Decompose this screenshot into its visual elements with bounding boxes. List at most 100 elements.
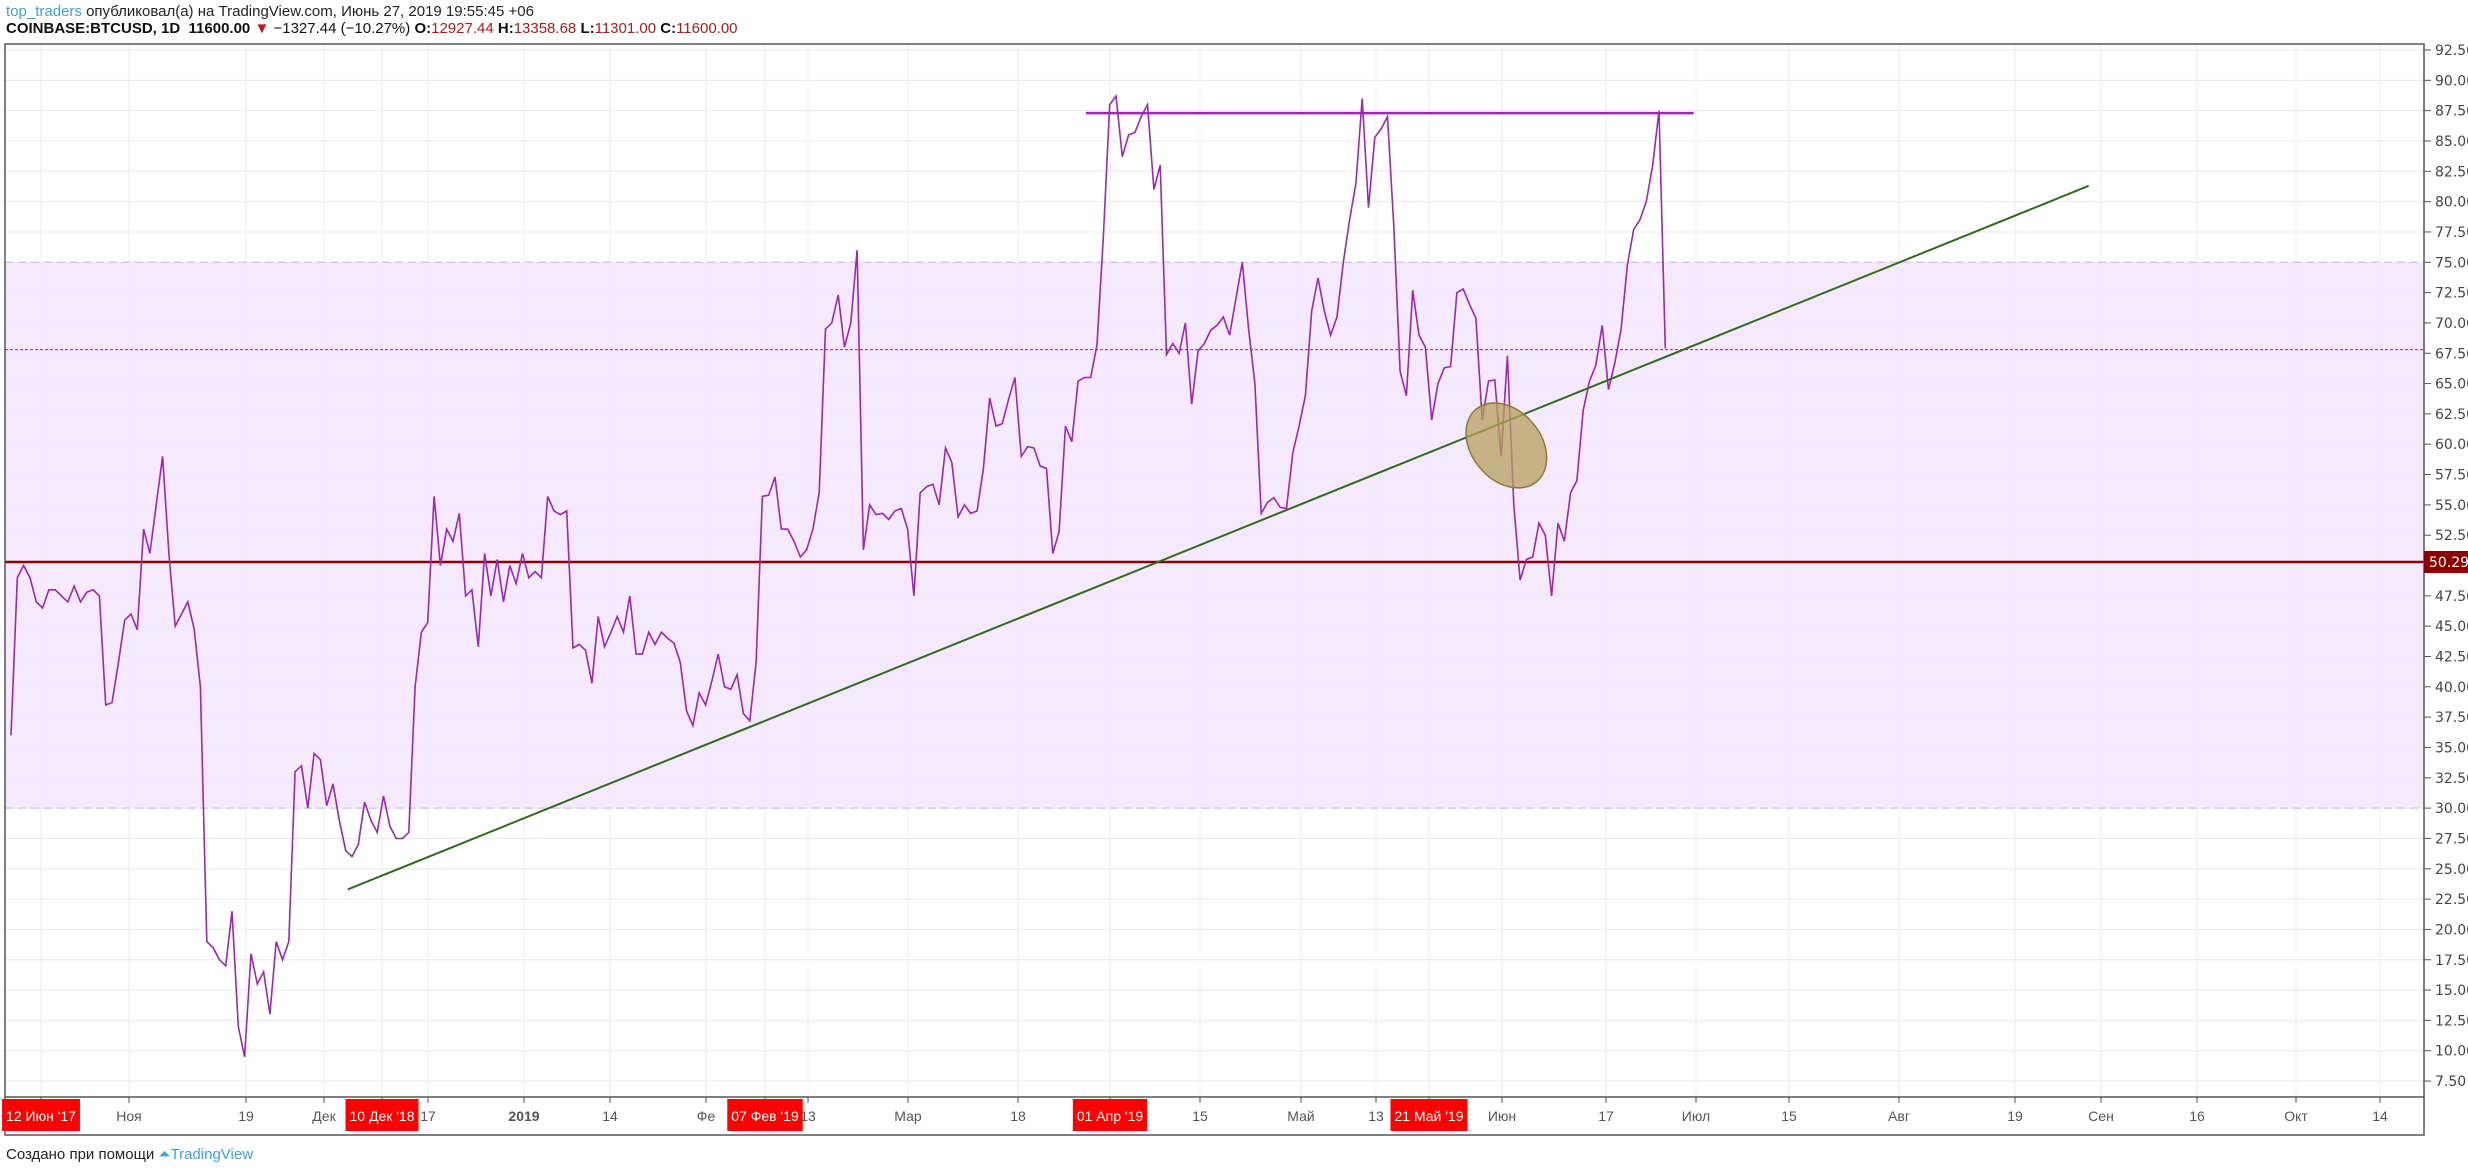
support-price-label: 50.29 [2429,555,2468,571]
x-tick-label: 16 [2189,1108,2205,1124]
x-tick-label: 15 [1192,1108,1208,1124]
x-tick-label: Окт [2284,1108,2308,1124]
price-axis[interactable]: 92.50 90.00 87.50 85.00 82.50 80.00 77.50 75.00… [2424,43,2468,1090]
y-tick-label: 82.50 [2435,164,2468,180]
symbol: COINBASE:BTCUSD, 1D [6,20,181,37]
x-tick-label: 12 Июн '17 [6,1108,76,1124]
x-highlight-badge [345,1099,419,1131]
x-tick-label: 13 [1368,1108,1384,1124]
y-tick-label: 52.50 [2435,528,2468,544]
y-tick-label: 85.00 [2435,134,2468,150]
y-tick-label: 7.50 [2435,1074,2466,1090]
x-tick-label: 19 [238,1108,254,1124]
high-value: 13358.68 [513,20,577,37]
support-price-badge [2424,551,2468,574]
y-tick-label: 65.00 [2435,377,2468,393]
low-value: 11301.00 [594,20,657,37]
high-label: H: [497,20,514,37]
x-tick-label: 14 [602,1108,618,1124]
y-tick-label: 10.00 [2435,1044,2468,1060]
tradingview-link[interactable]: TradingView [170,1146,254,1163]
close-value: 11600.00 [676,20,738,37]
y-tick-label: 62.50 [2435,407,2468,423]
x-tick-label: 15 [1781,1108,1797,1124]
y-tick-label: 77.50 [2435,225,2468,241]
x-tick-label: Ноя [116,1108,141,1124]
footer: Создано при помощи ⏶TradingView [6,1146,253,1163]
x-highlight-badge [727,1099,803,1131]
x-tick-label: Июн [1488,1108,1516,1124]
y-tick-label: 90.00 [2435,73,2468,89]
down-arrow-icon: ▼ [254,20,270,37]
x-tick-label: 19 [2007,1108,2023,1124]
y-tick-label: 35.00 [2435,740,2468,756]
y-tick-label: 72.50 [2435,286,2468,302]
y-tick-label: 27.50 [2435,831,2468,847]
y-tick-label: 67.50 [2435,346,2468,362]
y-tick-label: 55.00 [2435,498,2468,514]
x-tick-label: Июл [1682,1108,1710,1124]
author-link[interactable]: top_traders [6,3,82,20]
open-label: O: [414,20,432,37]
horizontal-levels [5,349,2424,564]
footer-text: Создано при помощи [6,1146,155,1163]
time-axis[interactable]: 12 Июн '17 Ноя 19 Дек 10 Дек '18 17 2019 14 Фе 07… [2,1097,2388,1131]
open-value: 12927.44 [431,20,494,37]
y-tick-label: 15.00 [2435,983,2468,999]
symbol-legend: COINBASE:BTCUSD, 1D 11600.00 ▼ −1327.44 … [6,20,738,37]
y-tick-label: 37.50 [2435,710,2468,726]
x-tick-label: 2019 [508,1108,539,1124]
x-highlight-badge [1390,1099,1468,1131]
x-tick-label: Мар [894,1108,922,1124]
y-tick-label: 40.00 [2435,680,2468,696]
x-tick-label: Авг [1888,1108,1910,1124]
x-tick-label: Фе [697,1108,716,1124]
series-line [10,93,1667,1057]
plot-frame [4,43,2425,1136]
published-text: опубликовал(а) на TradingView.com, Июнь … [86,3,534,20]
x-tick-label: 07 Фев '19 [731,1108,799,1124]
range-band [5,261,2424,809]
tradingview-logo-icon: ⏶ [158,1146,171,1163]
y-tick-label: 45.00 [2435,619,2468,635]
y-tick-label: 87.50 [2435,104,2468,120]
y-tick-label: 47.50 [2435,589,2468,605]
y-tick-label: 22.50 [2435,892,2468,908]
x-tick-label: 17 [1598,1108,1614,1124]
last-price: 11600.00 [188,20,251,37]
x-highlight-badge [1072,1099,1148,1131]
band-fill [5,262,2424,809]
low-label: L: [580,20,595,37]
y-tick-label: 75.00 [2435,255,2468,271]
highlight-ellipse [1465,402,1548,489]
x-tick-label: 13 [800,1108,816,1124]
x-highlight-badge [2,1099,80,1131]
y-tick-label: 32.50 [2435,771,2468,787]
y-tick-label: 42.50 [2435,650,2468,666]
y-tick-label: 20.00 [2435,922,2468,938]
x-tick-label: 17 [420,1108,436,1124]
y-tick-label: 17.50 [2435,953,2468,969]
y-tick-label: 92.50 [2435,43,2468,59]
x-tick-label: Май [1287,1108,1314,1124]
y-tick-label: 60.00 [2435,437,2468,453]
change: −1327.44 (−10.27%) [273,20,411,37]
y-tick-label: 30.00 [2435,801,2468,817]
x-tick-label: 18 [1010,1108,1026,1124]
x-tick-label: 10 Дек '18 [350,1108,415,1124]
y-tick-label: 57.50 [2435,468,2468,484]
x-tick-label: 01 Апр '19 [1077,1108,1144,1124]
x-tick-label: 14 [2372,1108,2388,1124]
publish-line: top_traders опубликовал(а) на TradingVie… [6,3,534,20]
x-tick-label: 21 Май '19 [1394,1108,1463,1124]
y-tick-label: 70.00 [2435,316,2468,332]
y-tick-label: 12.50 [2435,1013,2468,1029]
drawings [347,111,2090,891]
y-tick-label: 25.00 [2435,862,2468,878]
trendline [347,184,2090,891]
y-tick-label: 80.00 [2435,195,2468,211]
close-label: C: [660,20,677,37]
x-tick-label: Сен [2088,1108,2114,1124]
